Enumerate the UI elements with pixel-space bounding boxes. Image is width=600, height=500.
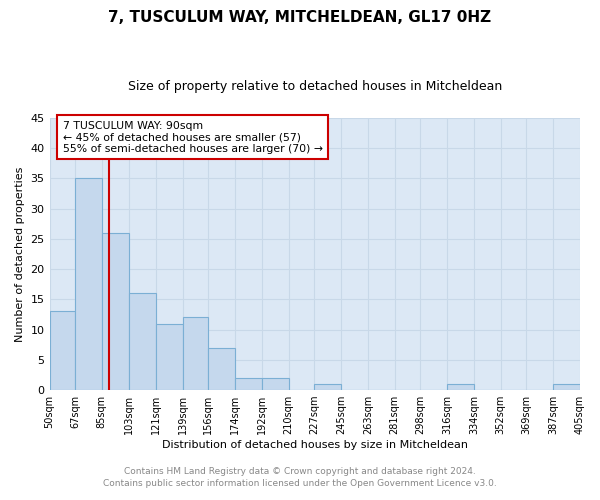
Text: 7, TUSCULUM WAY, MITCHELDEAN, GL17 0HZ: 7, TUSCULUM WAY, MITCHELDEAN, GL17 0HZ <box>109 10 491 25</box>
Bar <box>314 384 341 390</box>
Bar <box>235 378 262 390</box>
Bar <box>50 312 75 390</box>
Text: Contains public sector information licensed under the Open Government Licence v3: Contains public sector information licen… <box>103 478 497 488</box>
Bar <box>208 348 235 390</box>
Text: 7 TUSCULUM WAY: 90sqm
← 45% of detached houses are smaller (57)
55% of semi-deta: 7 TUSCULUM WAY: 90sqm ← 45% of detached … <box>63 120 323 154</box>
Bar <box>155 324 182 390</box>
Bar <box>447 384 474 390</box>
Bar <box>75 178 102 390</box>
Y-axis label: Number of detached properties: Number of detached properties <box>15 166 25 342</box>
Bar <box>553 384 580 390</box>
Bar <box>129 294 155 390</box>
X-axis label: Distribution of detached houses by size in Mitcheldean: Distribution of detached houses by size … <box>162 440 468 450</box>
Bar <box>102 233 129 390</box>
Title: Size of property relative to detached houses in Mitcheldean: Size of property relative to detached ho… <box>128 80 502 93</box>
Text: Contains HM Land Registry data © Crown copyright and database right 2024.: Contains HM Land Registry data © Crown c… <box>124 467 476 476</box>
Bar <box>262 378 289 390</box>
Bar <box>182 318 208 390</box>
